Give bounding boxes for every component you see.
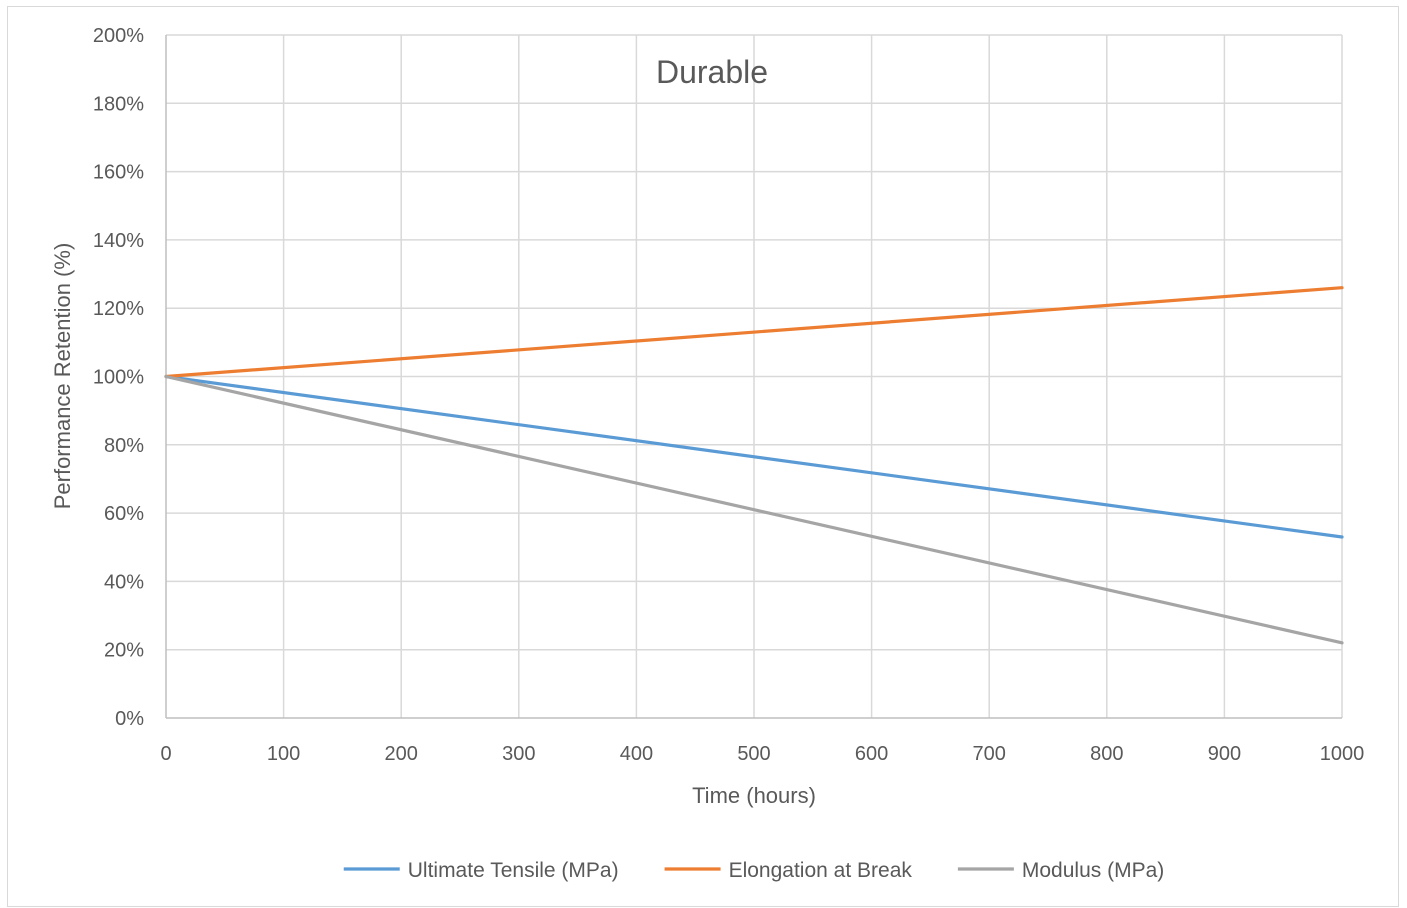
x-tick-label: 900 — [1208, 743, 1241, 765]
x-tick-label: 200 — [385, 743, 418, 765]
x-axis-title: Time (hours) — [692, 783, 816, 808]
y-tick-label: 160% — [93, 162, 144, 184]
x-tick-label: 400 — [620, 743, 653, 765]
series-line-3 — [164, 374, 1344, 645]
legend-label-1: Ultimate Tensile (MPa) — [408, 859, 619, 882]
y-tick-label: 140% — [93, 230, 144, 252]
y-tick-label: 120% — [93, 298, 144, 320]
legend: Ultimate Tensile (MPa) Elongation at Brea… — [343, 859, 1164, 882]
legend-label-3: Modulus (MPa) — [1022, 859, 1164, 882]
y-axis-title: Performance Retention (%) — [50, 243, 75, 510]
x-tick-label: 800 — [1090, 743, 1123, 765]
legend-label-2: Elongation at Break — [729, 859, 913, 882]
x-tick-label: 700 — [973, 743, 1006, 765]
gridlines — [166, 34, 1343, 718]
chart-title: Durable — [656, 54, 768, 90]
x-tick-label: 500 — [737, 743, 770, 765]
y-tick-label: 60% — [104, 503, 144, 525]
tick-labels: 0% 20% 40% 60% 80% 100% 120% 140% 160% 180% 200% 0 1… — [93, 25, 1364, 765]
y-tick-label: 180% — [93, 93, 144, 115]
series-lines — [164, 286, 1344, 645]
x-tick-label: 1000 — [1320, 743, 1365, 765]
y-tick-label: 200% — [93, 25, 144, 47]
x-tick-label: 100 — [267, 743, 300, 765]
y-tick-label: 80% — [104, 435, 144, 457]
chart-frame — [7, 6, 1399, 907]
x-tick-label: 0 — [160, 743, 171, 765]
y-tick-label: 0% — [115, 708, 144, 730]
y-tick-label: 40% — [104, 571, 144, 593]
x-tick-label: 600 — [855, 743, 888, 765]
series-line-1 — [164, 374, 1344, 539]
y-tick-label: 100% — [93, 367, 144, 389]
y-tick-label: 20% — [104, 640, 144, 662]
series-line-2 — [164, 286, 1344, 379]
x-tick-label: 300 — [502, 743, 535, 765]
